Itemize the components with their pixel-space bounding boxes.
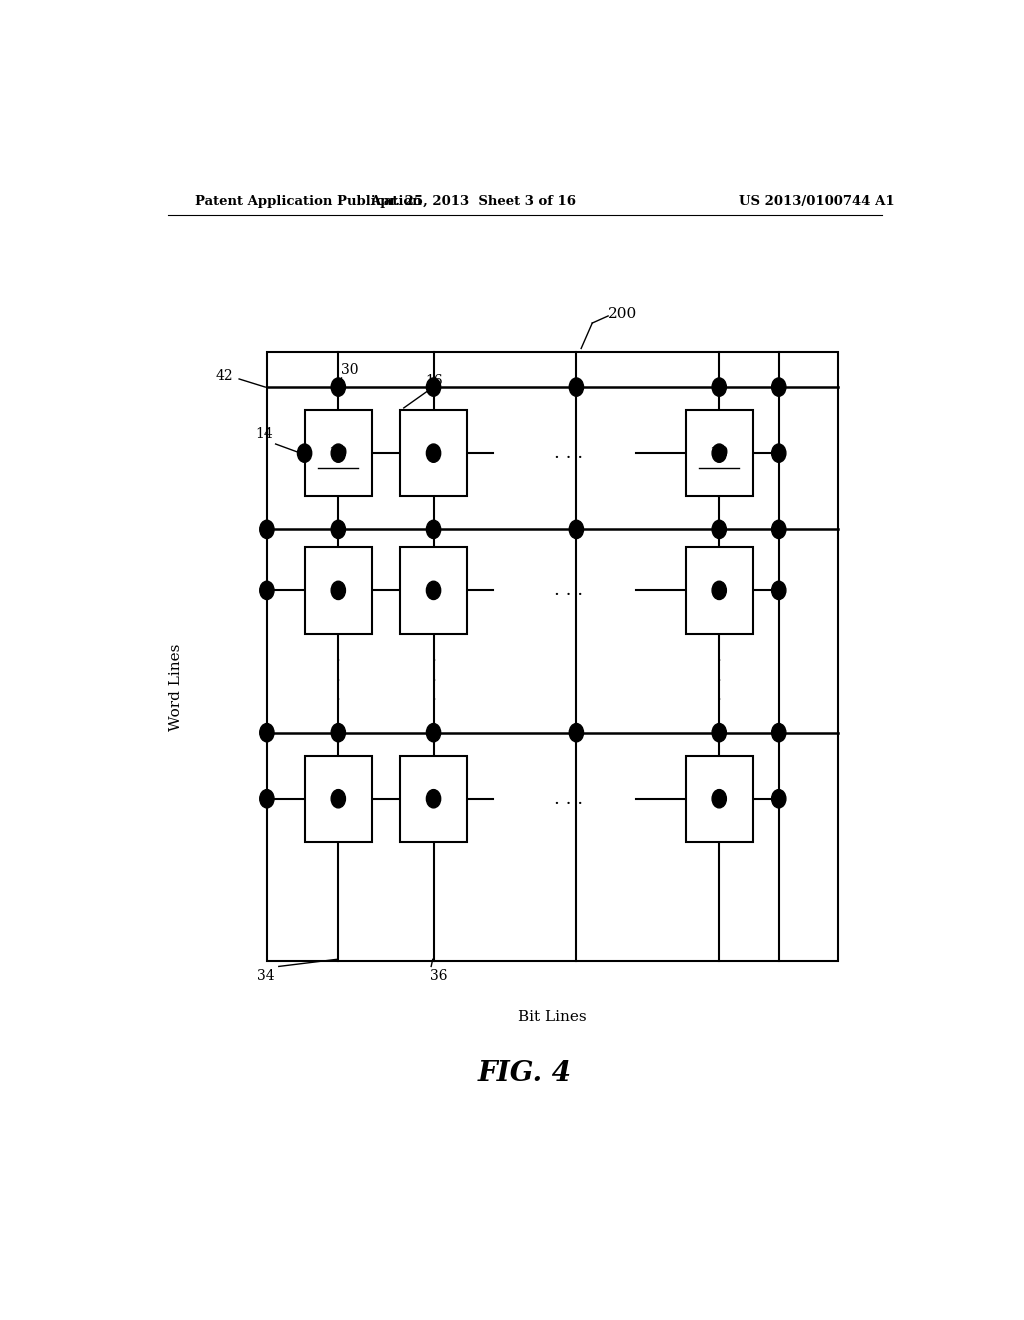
Circle shape [712,444,726,462]
Circle shape [331,520,345,539]
Text: 10: 10 [710,446,729,461]
Text: Apr. 25, 2013  Sheet 3 of 16: Apr. 25, 2013 Sheet 3 of 16 [371,194,577,207]
Circle shape [569,378,584,396]
Circle shape [260,723,274,742]
Bar [685,548,753,634]
Text: . . .: . . . [554,789,583,808]
Circle shape [260,789,274,808]
Text: FIG. 4: FIG. 4 [478,1060,571,1086]
Circle shape [712,581,726,599]
Bar [685,755,753,842]
Circle shape [772,444,785,462]
Circle shape [426,444,440,462]
Circle shape [260,520,274,539]
Text: 10: 10 [329,446,348,461]
Text: .
.
.: . . . [717,651,722,704]
Circle shape [331,789,345,808]
Text: Bit Lines: Bit Lines [518,1010,587,1024]
Text: 200: 200 [608,308,637,321]
Bar [399,548,467,634]
Circle shape [426,723,440,742]
Text: 34: 34 [257,969,274,983]
Text: 30: 30 [341,363,359,378]
Bar [267,351,839,961]
Text: 36: 36 [430,969,447,983]
Circle shape [569,520,584,539]
Text: .
.
.: . . . [336,651,341,704]
Circle shape [712,520,726,539]
Text: Word Lines: Word Lines [169,643,182,730]
Circle shape [772,723,785,742]
Circle shape [331,581,345,599]
Bar [399,411,467,496]
Bar [685,411,753,496]
Text: 14: 14 [255,426,273,441]
Text: 42: 42 [216,370,233,383]
Circle shape [297,444,311,462]
Text: Patent Application Publication: Patent Application Publication [196,194,422,207]
Circle shape [712,378,726,396]
Circle shape [772,378,785,396]
Bar [304,548,372,634]
Circle shape [772,520,785,539]
Circle shape [712,789,726,808]
Text: 16: 16 [426,374,443,388]
Circle shape [331,378,345,396]
Bar [304,411,372,496]
Circle shape [569,723,584,742]
Circle shape [331,444,345,462]
Circle shape [426,378,440,396]
Circle shape [426,520,440,539]
Text: . . .: . . . [554,581,583,599]
Bar [304,755,372,842]
Text: . . .: . . . [554,444,583,462]
Circle shape [772,789,785,808]
Circle shape [426,789,440,808]
Text: US 2013/0100744 A1: US 2013/0100744 A1 [739,194,895,207]
Circle shape [772,581,785,599]
Circle shape [331,723,345,742]
Circle shape [426,581,440,599]
Circle shape [712,723,726,742]
Text: .
.
.: . . . [431,651,436,704]
Bar [399,755,467,842]
Circle shape [260,581,274,599]
